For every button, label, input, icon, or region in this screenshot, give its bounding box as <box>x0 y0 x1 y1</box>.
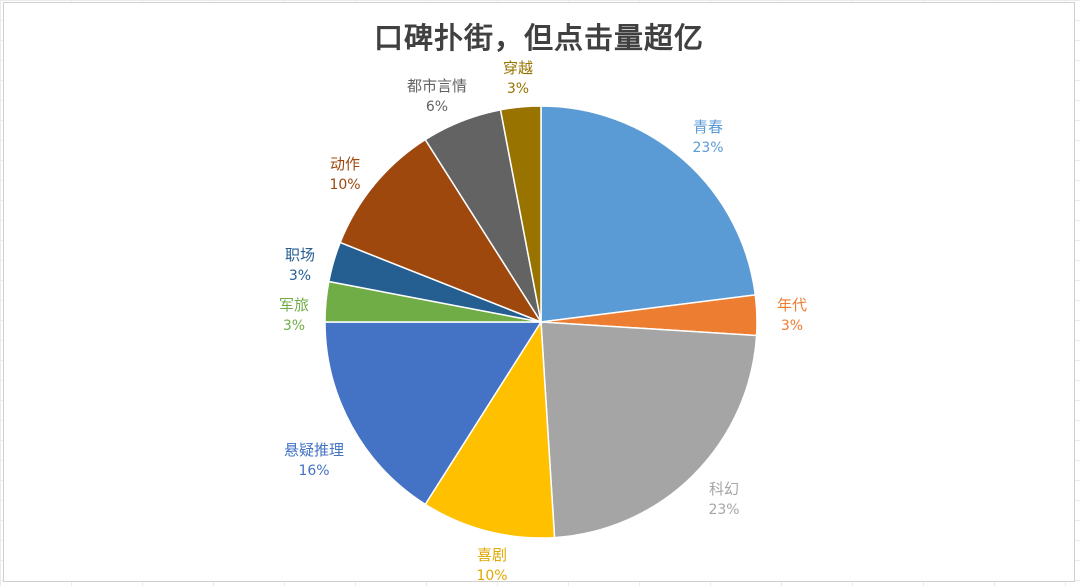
pie-slice-4[interactable] <box>324 321 543 506</box>
chart-area[interactable]: 口碑扑街，但点击量超亿 青春 23% 年代 3% 科幻 23% 喜剧 10% 悬疑推理 16% 军旅… <box>3 2 1076 583</box>
slice-label-pct-9: 3% <box>507 81 529 97</box>
slice-label-name-9: 穿越 <box>503 59 533 77</box>
slice-label-name-4: 悬疑推理 <box>284 441 344 459</box>
pie-slice-2[interactable] <box>540 321 758 539</box>
slice-label-pct-8: 6% <box>426 99 448 115</box>
slice-label-pct-4: 16% <box>298 463 329 479</box>
chart-title: 口碑扑街，但点击量超亿 <box>373 21 704 55</box>
slice-label-name-8: 都市言情 <box>407 77 467 95</box>
slice-label-pct-3: 10% <box>476 568 507 583</box>
slice-label-pct-0: 23% <box>692 140 723 156</box>
slice-labels: 青春 23% 年代 3% 科幻 23% 喜剧 10% 悬疑推理 16% 军旅 3% 职场 3% 动作 10% 都… <box>279 59 807 583</box>
slice-label-pct-5: 3% <box>283 318 305 334</box>
pie-slice-0[interactable] <box>540 105 757 323</box>
slice-label-pct-1: 3% <box>781 318 803 334</box>
slice-label-pct-2: 23% <box>708 502 739 518</box>
slice-label-name-1: 年代 <box>777 296 807 314</box>
pie-slice-9[interactable] <box>499 105 542 323</box>
slice-label-name-0: 青春 <box>693 118 723 136</box>
slice-label-name-2: 科幻 <box>709 480 739 498</box>
slice-label-name-3: 喜剧 <box>477 546 507 564</box>
pie-slice-7[interactable] <box>339 138 543 324</box>
slice-label-name-6: 职场 <box>285 246 315 264</box>
pie-slice-3[interactable] <box>424 319 556 539</box>
pie-chart[interactable]: 青春 23% 年代 3% 科幻 23% 喜剧 10% 悬疑推理 16% 军旅 3% 职场 3% 动作 10% 都… <box>4 3 1076 583</box>
slice-label-pct-6: 3% <box>289 268 311 284</box>
slice-label-pct-7: 10% <box>329 177 360 193</box>
slice-label-name-7: 动作 <box>330 155 360 173</box>
slice-label-name-5: 军旅 <box>279 296 309 314</box>
pie-slices <box>324 105 758 539</box>
